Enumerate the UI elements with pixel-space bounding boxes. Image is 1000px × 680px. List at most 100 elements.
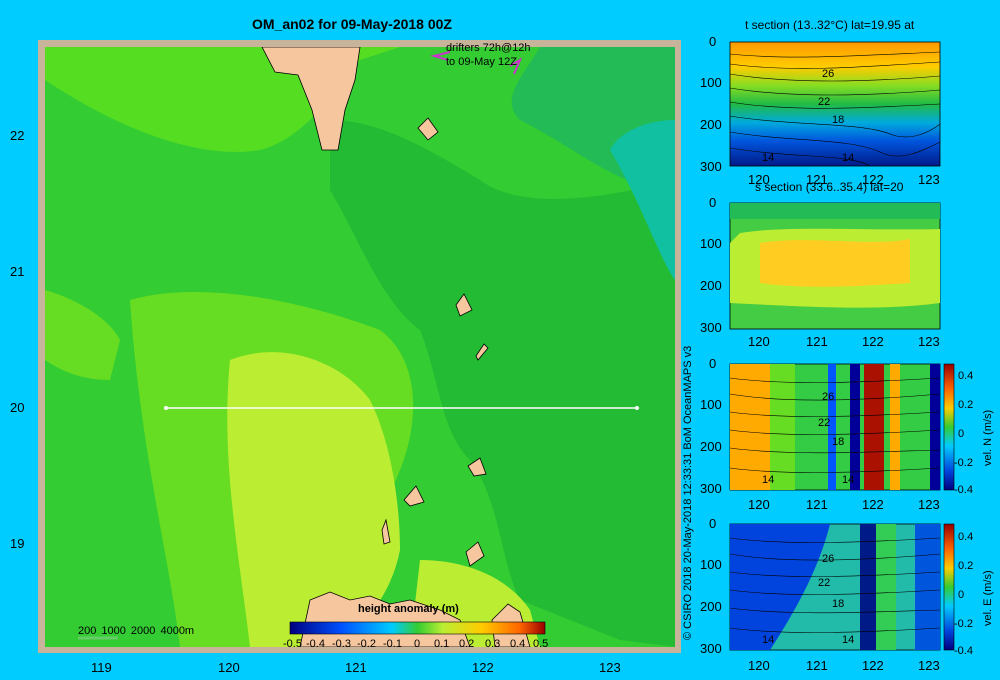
lat-tick: 20 <box>10 400 25 415</box>
anomaly-region-cyan <box>610 120 675 280</box>
panel-x-tick: 120 <box>748 497 770 512</box>
panel-y-tick: 300 <box>700 481 722 496</box>
lat-tick: 22 <box>10 128 25 143</box>
panel-y-tick: 200 <box>700 439 722 454</box>
panel-y-tick: 0 <box>709 34 717 49</box>
panel-y-tick: 0 <box>709 356 717 371</box>
velN-tick: -0.4 <box>954 484 973 496</box>
velE-tick: 0 <box>958 589 965 601</box>
colorbar-title: height anomaly (m) <box>358 603 459 615</box>
panel-x-tick: 121 <box>806 658 828 673</box>
section-start <box>164 406 168 410</box>
contour-label: 26 <box>822 553 835 565</box>
panel-2-title: s section (33.6..35.4) lat=20 <box>755 180 904 194</box>
velE-band <box>915 524 940 650</box>
panel-2-plot <box>729 202 941 330</box>
map-title: OM_an02 for 09-May-2018 00Z <box>252 16 452 32</box>
colorbar-tick: 0 <box>414 638 421 650</box>
drifters-label-2: to 09-May 12Z <box>446 56 517 68</box>
lon-tick: 119 <box>91 660 112 675</box>
colorbar-tick: -0.5 <box>283 638 302 650</box>
panel-x-tick: 122 <box>862 658 884 673</box>
depth-legend: 200 1000 2000 4000m <box>78 625 195 637</box>
contour-label: 26 <box>822 68 835 80</box>
panel-4-plot <box>729 523 941 651</box>
panel-x-tick: 121 <box>806 172 828 187</box>
contour-label: 14 <box>762 474 775 486</box>
colorbar-tick: 0.1 <box>434 638 450 650</box>
panel-x-tick: 120 <box>748 334 770 349</box>
contour-label: 14 <box>842 634 855 646</box>
panel-y-tick: 200 <box>700 117 722 132</box>
velE-tick: -0.2 <box>954 618 973 630</box>
panel-y-tick: 300 <box>700 159 722 174</box>
panel-x-tick: 123 <box>918 172 940 187</box>
panel-y-tick: 300 <box>700 641 722 656</box>
panel-x-tick: 122 <box>862 172 884 187</box>
panel-y-tick: 0 <box>709 516 717 531</box>
velE-band <box>876 524 896 650</box>
velN-tick: -0.2 <box>954 457 973 469</box>
anomaly-region-core <box>227 352 400 647</box>
salinity-max <box>760 239 910 287</box>
island-5 <box>403 485 425 507</box>
panel-x-tick: 122 <box>862 497 884 512</box>
contour-label: 18 <box>832 436 845 448</box>
velE-tick: -0.4 <box>954 645 973 657</box>
panel-y-tick: 200 <box>700 278 722 293</box>
island-7 <box>465 541 485 567</box>
contour-label: 22 <box>818 577 831 589</box>
velN-tick: 0 <box>958 428 965 440</box>
colorbar-tick: 0.3 <box>485 638 501 650</box>
drifters-label-1: drifters 72h@12h <box>446 42 531 54</box>
velN-band <box>930 364 940 490</box>
panel-1-title: t section (13..32°C) lat=19.95 at <box>745 18 915 32</box>
island-4 <box>467 457 487 477</box>
velN-band <box>828 364 836 490</box>
velE-blue <box>730 524 830 650</box>
salinity-upper <box>730 203 940 219</box>
colorbar-tick: 0.2 <box>459 638 475 650</box>
panel-y-tick: 200 <box>700 599 722 614</box>
panel-x-tick: 123 <box>918 497 940 512</box>
drifter-track <box>430 51 451 61</box>
velE-tick: 0.2 <box>958 560 974 572</box>
contour-label: 14 <box>762 152 775 164</box>
colorbar-tick: -0.4 <box>306 638 325 650</box>
anomaly-region-dark <box>330 120 675 647</box>
vel-colorbar-n <box>943 363 955 491</box>
velN-band <box>770 364 795 490</box>
velN-band <box>850 364 860 490</box>
map-plot <box>38 40 681 653</box>
contour-label: 18 <box>832 598 845 610</box>
colorbar-tick: -0.1 <box>383 638 402 650</box>
lon-tick: 122 <box>472 660 494 675</box>
velN-band <box>864 364 884 490</box>
colorbar-tick: -0.3 <box>332 638 351 650</box>
colorbar-tick: 0.5 <box>533 638 549 650</box>
velE-tick: 0.4 <box>958 531 974 543</box>
drifter-track-2 <box>509 57 523 75</box>
velN-tick: 0.2 <box>958 399 974 411</box>
island-1 <box>417 117 439 141</box>
contour-label: 14 <box>842 474 855 486</box>
colorbar-tick: 0.4 <box>510 638 526 650</box>
panel-y-tick: 100 <box>700 236 722 251</box>
panel-x-tick: 121 <box>806 334 828 349</box>
lon-tick: 123 <box>599 660 621 675</box>
colorbar <box>289 621 546 635</box>
panel-y-tick: 100 <box>700 75 722 90</box>
velE-band <box>860 524 876 650</box>
panel-x-tick: 123 <box>918 658 940 673</box>
velN-band <box>890 364 900 490</box>
panel-x-tick: 120 <box>748 658 770 673</box>
panel-3-plot <box>729 363 941 491</box>
panel-x-tick: 122 <box>862 334 884 349</box>
contour-label: 14 <box>762 634 775 646</box>
contour-label: 18 <box>832 114 845 126</box>
island-2 <box>455 293 473 317</box>
panel-x-tick: 120 <box>748 172 770 187</box>
lon-tick: 121 <box>345 660 367 675</box>
lon-tick: 120 <box>218 660 240 675</box>
credit: © CSIRO 2018 20-May-2018 12:33:31 BoM Oc… <box>682 345 694 640</box>
